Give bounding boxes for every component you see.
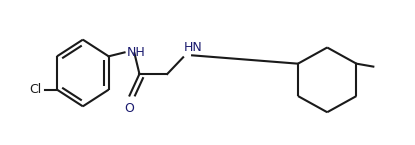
Text: HN: HN xyxy=(184,41,203,54)
Text: O: O xyxy=(124,102,134,115)
Text: NH: NH xyxy=(127,46,145,59)
Text: Cl: Cl xyxy=(29,83,41,96)
